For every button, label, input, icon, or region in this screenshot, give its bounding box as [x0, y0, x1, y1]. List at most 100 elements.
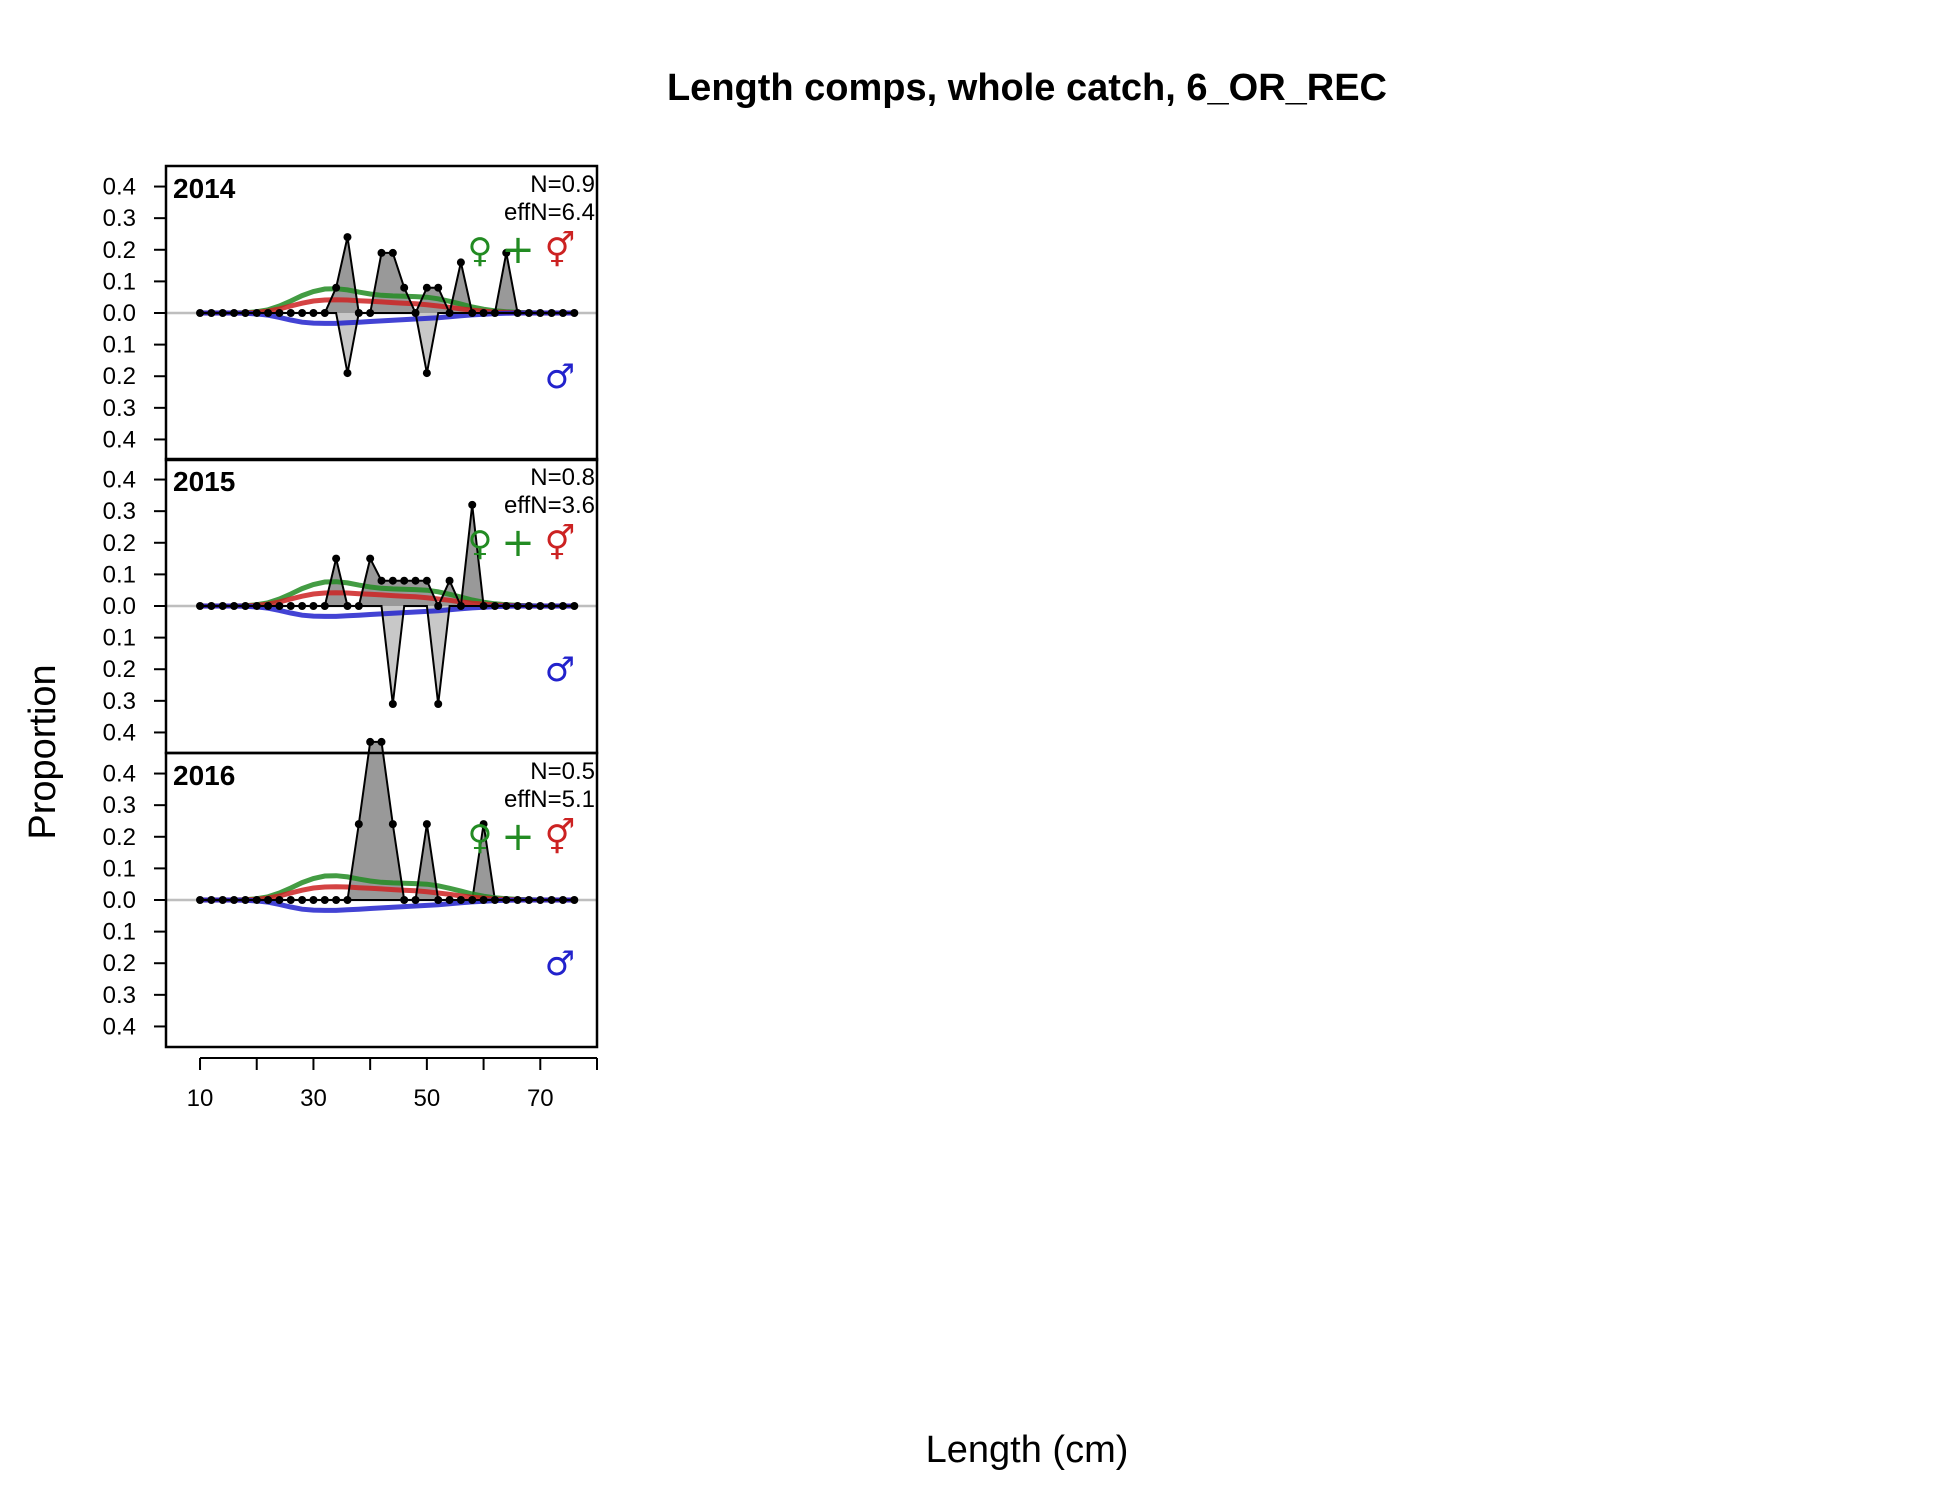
obs-female-point — [354, 309, 363, 317]
unsexed-symbol-icon: + — [501, 227, 535, 273]
obs-female-point — [434, 602, 443, 610]
obs-female-point — [558, 896, 567, 904]
effn-label: effN=6.4 — [504, 199, 595, 226]
obs-female-point — [513, 896, 522, 904]
effn-label: effN=5.1 — [504, 786, 595, 813]
obs-female-point — [320, 309, 329, 317]
obs-male-point — [343, 369, 352, 378]
obs-female-point — [286, 309, 295, 317]
obs-female-point — [230, 896, 239, 904]
panel-2014: 0.4 0.3 0.2 0.1 0.0 0.1 0.2 0.3 0.4 2014 N=0.9effN… — [103, 164, 599, 462]
obs-male-line — [200, 312, 575, 374]
obs-female-point — [513, 602, 522, 610]
obs-female-point — [196, 602, 205, 610]
obs-female-point — [275, 896, 284, 904]
obs-female-point — [332, 554, 341, 563]
y-tick-label: 0.3 — [103, 688, 136, 715]
obs-female-point — [513, 309, 522, 317]
obs-female-point — [502, 896, 511, 904]
obs-female-point — [241, 602, 250, 610]
both-sexes-symbol-icon: ⚥ — [545, 523, 576, 564]
y-tick-label: 0.2 — [103, 950, 136, 977]
obs-female-point — [468, 309, 477, 317]
obs-female-point — [309, 602, 318, 610]
obs-female-point — [445, 896, 454, 904]
y-tick-label: 0.3 — [103, 792, 136, 819]
obs-female-point — [354, 820, 363, 829]
unsexed-symbol-icon: + — [501, 520, 535, 566]
obs-male-point — [434, 700, 443, 708]
obs-female-point — [366, 309, 375, 317]
obs-female-point — [570, 309, 579, 317]
obs-female-point — [264, 896, 273, 904]
female-symbol-icon: ♀ — [468, 818, 493, 858]
obs-female-point — [400, 283, 409, 292]
chart-title: Length comps, whole catch, 6_OR_REC — [667, 67, 1387, 109]
obs-female-point — [479, 896, 488, 904]
obs-female-point — [558, 602, 567, 610]
obs-female-point — [252, 896, 261, 904]
panel-2015: 0.4 0.3 0.2 0.1 0.0 0.1 0.2 0.3 0.4 2015 N=0.8effN… — [103, 457, 599, 755]
obs-female-point — [252, 602, 261, 610]
obs-female-point — [275, 309, 284, 317]
obs-female-point — [366, 554, 375, 563]
obs-female-point — [332, 896, 341, 904]
obs-female-point — [547, 309, 556, 317]
both-sexes-symbol-icon: ⚥ — [545, 817, 576, 858]
obs-female-point — [343, 233, 352, 242]
obs-female-point — [332, 283, 341, 292]
male-symbol-icon: ♂ — [545, 650, 575, 690]
y-tick-label: 0.4 — [103, 174, 136, 201]
n-label: N=0.9 — [530, 171, 595, 198]
y-tick-label: 0.2 — [103, 237, 136, 264]
y-tick-label: 0.1 — [103, 332, 136, 359]
obs-female-point — [400, 896, 409, 904]
obs-female-point — [524, 896, 533, 904]
y-tick-label: 0.4 — [103, 1013, 136, 1040]
obs-unsexed-point — [479, 820, 488, 829]
obs-female-point — [456, 258, 465, 267]
obs-female-point — [298, 896, 307, 904]
obs-female-point — [286, 602, 295, 610]
obs-female-point — [547, 602, 556, 610]
obs-female-point — [468, 500, 477, 509]
obs-female-point — [298, 602, 307, 610]
female-symbol-icon: ♀ — [468, 231, 493, 271]
obs-female-point — [411, 309, 420, 317]
x-axis: 10 30 50 70 — [187, 1057, 598, 1112]
obs-female-point — [468, 896, 477, 904]
y-tick-label: 0.3 — [103, 395, 136, 422]
obs-female-fill — [200, 504, 575, 606]
obs-female-point — [558, 309, 567, 317]
obs-female-point — [241, 896, 250, 904]
obs-female-point — [218, 309, 227, 317]
x-tick-label: 30 — [300, 1085, 327, 1112]
obs-male-line — [200, 605, 575, 705]
y-tick-label: 0.2 — [103, 656, 136, 683]
y-tick-label: 0.1 — [103, 855, 136, 882]
panel-year-label: 2015 — [173, 466, 235, 497]
obs-female-point — [366, 737, 375, 746]
panel-year-label: 2014 — [173, 173, 236, 204]
y-tick-label: 0.1 — [103, 625, 136, 652]
obs-female-point — [422, 576, 431, 585]
obs-female-point — [411, 576, 420, 585]
obs-female-point — [207, 309, 216, 317]
obs-female-point — [388, 576, 397, 585]
y-axis-title: Proportion — [22, 664, 64, 839]
obs-female-point — [536, 309, 545, 317]
obs-female-point — [479, 309, 488, 317]
obs-female-point — [196, 309, 205, 317]
y-tick-label: 0.1 — [103, 919, 136, 946]
effn-label: effN=3.6 — [504, 492, 595, 519]
obs-female-point — [207, 896, 216, 904]
male-symbol-icon: ♂ — [545, 357, 575, 397]
obs-female-point — [422, 820, 431, 829]
obs-male-point — [422, 369, 431, 378]
obs-female-point — [490, 602, 499, 610]
obs-female-point — [445, 576, 454, 585]
panel-2016: 0.4 0.3 0.2 0.1 0.0 0.1 0.2 0.3 0.4 2016 N=0.5effN… — [103, 737, 599, 1049]
obs-female-point — [286, 896, 295, 904]
obs-female-point — [400, 576, 409, 585]
obs-female-point — [196, 896, 205, 904]
